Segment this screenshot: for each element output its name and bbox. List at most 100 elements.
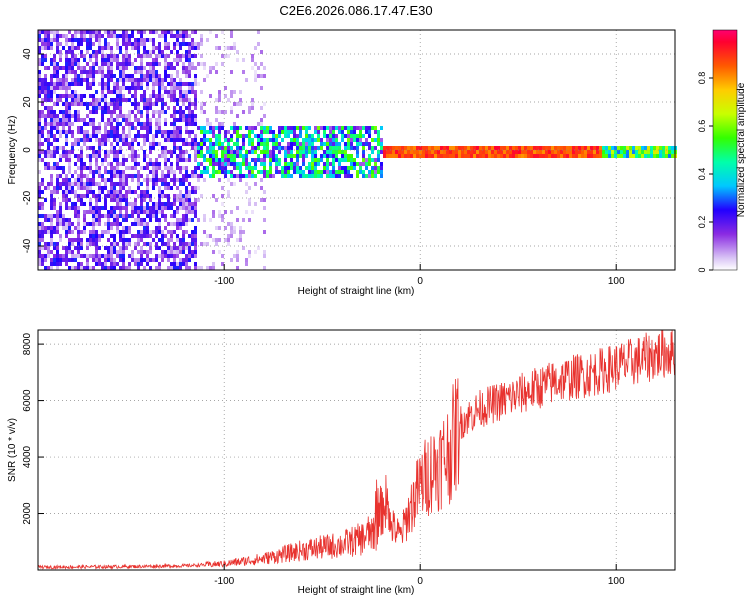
spectrogram-cell	[164, 242, 167, 246]
spectrogram-cell	[119, 122, 122, 126]
spectrogram-cell	[254, 146, 257, 150]
spectrogram-cell	[137, 154, 140, 158]
spectrogram-cell	[290, 142, 293, 146]
spectrogram-cell	[62, 102, 65, 106]
spectrogram-cell	[164, 34, 167, 38]
spectrogram-cell	[71, 146, 74, 150]
spectrogram-cell	[125, 202, 128, 206]
spectrogram-cell	[53, 242, 56, 246]
spectrogram-cell	[326, 166, 329, 170]
spectrogram-cell	[146, 86, 149, 90]
spectrogram-cell	[86, 210, 89, 214]
spectrogram-cell	[185, 258, 188, 262]
spectrogram-cell	[95, 154, 98, 158]
spectrogram-cell	[83, 182, 86, 186]
spectrogram-cell	[203, 138, 206, 142]
spectrogram-cell	[230, 150, 233, 154]
spectrogram-cell	[335, 138, 338, 142]
spectrogram-cell	[83, 102, 86, 106]
spectrogram-cell	[377, 134, 380, 138]
spectrogram-cell	[152, 90, 155, 94]
spectrogram-cell	[530, 146, 533, 150]
spectrogram-cell	[380, 170, 383, 174]
spectrogram-ytick-label: 20	[22, 96, 33, 108]
spectrogram-cell	[320, 158, 323, 162]
spectrogram-cell	[68, 58, 71, 62]
spectrogram-cell	[155, 110, 158, 114]
spectrogram-cell	[224, 94, 227, 98]
spectrogram-cell	[179, 166, 182, 170]
spectrogram-cell	[269, 170, 272, 174]
spectrogram-cell	[44, 30, 47, 34]
spectrogram-cell	[359, 126, 362, 130]
spectrogram-cell	[203, 218, 206, 222]
spectrogram-cell	[95, 234, 98, 238]
spectrogram-cell	[284, 170, 287, 174]
spectrogram-cell	[230, 230, 233, 234]
spectrogram-cell	[125, 242, 128, 246]
spectrogram-cell	[65, 114, 68, 118]
spectrogram-cell	[86, 74, 89, 78]
spectrogram-cell	[152, 138, 155, 142]
spectrogram-cell	[185, 246, 188, 250]
spectrogram-cell	[92, 74, 95, 78]
spectrogram-cell	[137, 162, 140, 166]
spectrogram-cell	[44, 122, 47, 126]
spectrogram-cell	[344, 174, 347, 178]
spectrogram-cell	[122, 242, 125, 246]
spectrogram-cell	[95, 130, 98, 134]
spectrogram-cell	[179, 30, 182, 34]
spectrogram-cell	[68, 106, 71, 110]
spectrogram-cell	[77, 234, 80, 238]
spectrogram-cell	[326, 170, 329, 174]
spectrogram-cell	[59, 254, 62, 258]
spectrogram-cell	[77, 74, 80, 78]
spectrogram-cell	[176, 178, 179, 182]
spectrogram-cell	[59, 82, 62, 86]
spectrogram-cell	[347, 142, 350, 146]
spectrogram-cell	[284, 130, 287, 134]
spectrogram-cell	[98, 130, 101, 134]
spectrogram-cell	[80, 82, 83, 86]
spectrogram-cell	[149, 118, 152, 122]
spectrogram-cell	[101, 46, 104, 50]
spectrogram-cell	[143, 126, 146, 130]
spectrogram-cell	[107, 130, 110, 134]
spectrogram-cell	[605, 146, 608, 150]
spectrogram-cell	[218, 226, 221, 230]
spectrogram-cell	[176, 42, 179, 46]
spectrogram-cell	[341, 154, 344, 158]
spectrogram-cell	[245, 258, 248, 262]
spectrogram-cell	[143, 38, 146, 42]
spectrogram-cell	[77, 186, 80, 190]
spectrogram-cell	[200, 110, 203, 114]
spectrogram-cell	[143, 198, 146, 202]
spectrogram-cell	[59, 166, 62, 170]
spectrogram-cell	[38, 230, 41, 234]
spectrogram-cell	[188, 86, 191, 90]
spectrogram-cell	[332, 154, 335, 158]
spectrogram-cell	[179, 150, 182, 154]
spectrogram-cell	[50, 198, 53, 202]
spectrogram-cell	[71, 114, 74, 118]
spectrogram-cell	[80, 246, 83, 250]
spectrogram-cell	[215, 134, 218, 138]
spectrogram-cell	[380, 166, 383, 170]
spectrogram-cell	[167, 182, 170, 186]
spectrogram-cell	[122, 174, 125, 178]
spectrogram-cell	[578, 150, 581, 154]
spectrogram-cell	[116, 94, 119, 98]
spectrogram-cell	[191, 190, 194, 194]
spectrogram-cell	[98, 206, 101, 210]
spectrogram-cell	[164, 218, 167, 222]
spectrogram-cell	[65, 218, 68, 222]
spectrogram-cell	[173, 130, 176, 134]
spectrogram-cell	[53, 122, 56, 126]
spectrogram-cell	[71, 230, 74, 234]
spectrogram-cell	[119, 206, 122, 210]
spectrogram-cell	[200, 142, 203, 146]
spectrogram-cell	[509, 146, 512, 150]
spectrogram-cell	[263, 150, 266, 154]
spectrogram-cell	[260, 138, 263, 142]
spectrogram-cell	[254, 78, 257, 82]
